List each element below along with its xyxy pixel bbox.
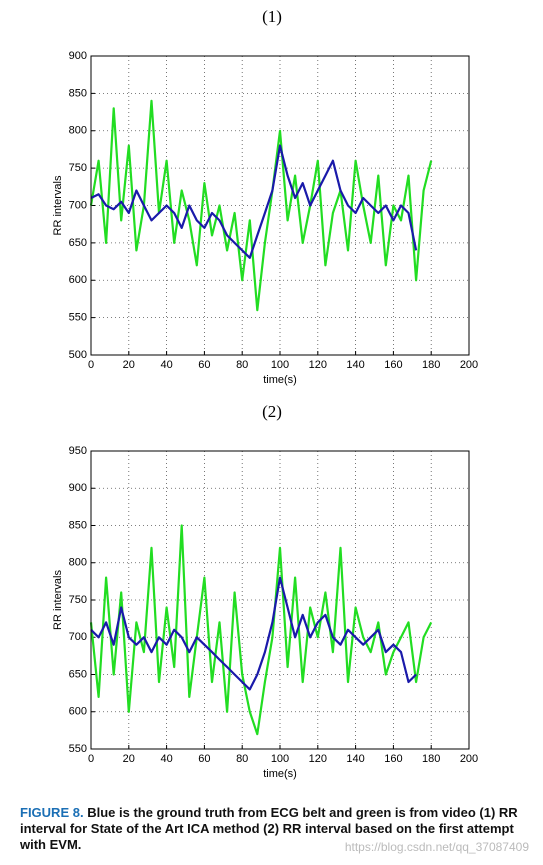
x-tick-label: 160: [384, 753, 402, 765]
x-axis-label: time(s): [263, 768, 297, 780]
series-line: [90, 144, 418, 259]
series-line: [89, 524, 433, 736]
y-tick-label: 500: [69, 349, 87, 361]
x-tick-label: 100: [271, 359, 289, 371]
x-tick-label: 0: [88, 753, 94, 765]
series-line: [89, 99, 433, 312]
x-axis-label: time(s): [263, 374, 297, 386]
plot-frame: [90, 450, 470, 750]
x-tick-label: 80: [236, 753, 248, 765]
y-tick-label: 700: [69, 199, 87, 211]
x-tick-label: 120: [309, 753, 327, 765]
plot-frame: [90, 55, 470, 356]
y-tick-label: 700: [69, 631, 87, 643]
x-tick-label: 200: [460, 359, 478, 371]
y-tick-label: 600: [69, 274, 87, 286]
y-tick-label: 850: [69, 519, 87, 531]
y-tick-label: 750: [69, 162, 87, 174]
x-tick-label: 140: [346, 359, 364, 371]
y-axis-label: RR intervals: [52, 175, 64, 235]
x-tick-label: 180: [422, 359, 440, 371]
x-tick-label: 140: [346, 753, 364, 765]
y-tick-label: 650: [69, 237, 87, 249]
y-axis-label: RR intervals: [52, 570, 64, 630]
x-tick-label: 40: [160, 359, 172, 371]
x-tick-label: 200: [460, 753, 478, 765]
y-tick-label: 600: [69, 706, 87, 718]
y-tick-label: 950: [69, 445, 87, 457]
x-tick-label: 160: [384, 359, 402, 371]
chart-title: (2): [262, 402, 282, 421]
x-tick-label: 40: [160, 753, 172, 765]
x-tick-label: 0: [88, 359, 94, 371]
x-tick-label: 80: [236, 359, 248, 371]
x-tick-label: 20: [123, 753, 135, 765]
y-tick-label: 550: [69, 743, 87, 755]
caption: FIGURE 8. Blue is the ground truth from …: [20, 805, 535, 853]
caption-label: FIGURE 8.: [20, 805, 84, 820]
y-tick-label: 850: [69, 87, 87, 99]
y-tick-label: 900: [69, 482, 87, 494]
y-tick-label: 800: [69, 557, 87, 569]
y-tick-label: 650: [69, 668, 87, 680]
x-tick-label: 100: [271, 753, 289, 765]
watermark: https://blog.csdn.net/qq_37087409: [344, 840, 529, 854]
x-tick-label: 180: [422, 753, 440, 765]
y-tick-label: 800: [69, 125, 87, 137]
x-tick-label: 60: [198, 753, 210, 765]
x-tick-label: 120: [309, 359, 327, 371]
y-tick-label: 550: [69, 312, 87, 324]
x-tick-label: 60: [198, 359, 210, 371]
y-tick-label: 750: [69, 594, 87, 606]
x-tick-label: 20: [123, 359, 135, 371]
caption-text: Blue is the ground truth from ECG belt a…: [20, 805, 518, 852]
y-tick-label: 900: [69, 50, 87, 62]
chart-title: (1): [262, 7, 282, 26]
series-line: [90, 576, 417, 691]
